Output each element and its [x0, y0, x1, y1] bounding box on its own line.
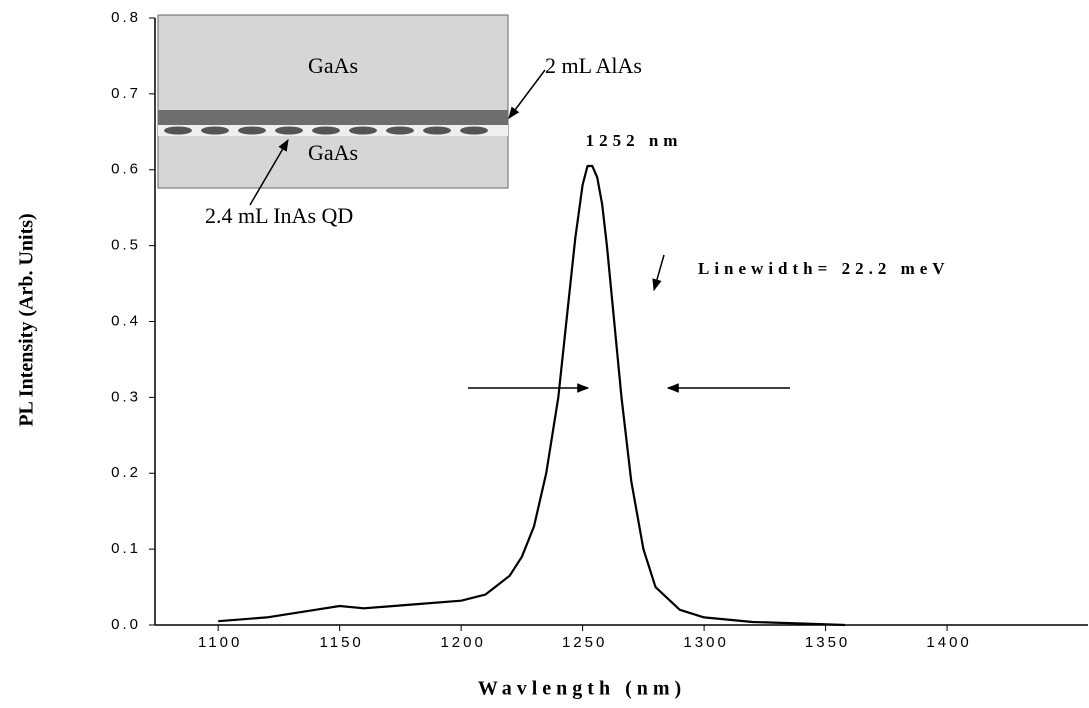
- linewidth-label: Linewidth= 22.2 meV: [698, 259, 950, 278]
- y-tick-label: 0.8: [111, 9, 141, 26]
- x-tick-label: 1300: [683, 634, 728, 651]
- inset-label: 2 mL AlAs: [545, 53, 642, 78]
- y-tick-label: 0.7: [111, 85, 141, 102]
- peak-label: 1252 nm: [586, 131, 683, 150]
- inset-label: GaAs: [308, 140, 358, 165]
- x-tick-label: 1150: [320, 634, 364, 651]
- y-tick-label: 0.4: [111, 312, 141, 329]
- x-axis-label: Wavlength (nm): [478, 678, 686, 700]
- inset-box: [157, 14, 509, 189]
- alas-layer: [158, 110, 508, 125]
- quantum-dots: [164, 126, 488, 135]
- arrow: [652, 254, 665, 292]
- y-tick-label: 0.0: [111, 616, 141, 633]
- y-tick-label: 0.6: [111, 161, 141, 178]
- inset-label: 2.4 mL InAs QD: [205, 203, 353, 228]
- y-tick-label: 0.2: [111, 464, 141, 481]
- inset-label: GaAs: [308, 53, 358, 78]
- x-tick-label: 1250: [562, 634, 607, 651]
- x-tick-label: 1400: [926, 634, 971, 651]
- arrow: [508, 69, 546, 119]
- x-tick-label: 1100: [198, 634, 242, 651]
- y-axis-label: PL Intensity (Arb. Units): [16, 213, 38, 426]
- inset: GaAs 2 mL AlAs GaAs 2.4 mL InAs QD: [157, 14, 642, 228]
- data-line: [218, 164, 846, 627]
- y-tick-label: 0.3: [111, 388, 141, 405]
- x-tick-label: 1200: [440, 634, 485, 651]
- y-tick-label: 0.1: [111, 540, 141, 557]
- arrow: [249, 138, 289, 206]
- x-tick-label: 1350: [805, 634, 850, 651]
- y-tick-label: 0.5: [111, 237, 141, 254]
